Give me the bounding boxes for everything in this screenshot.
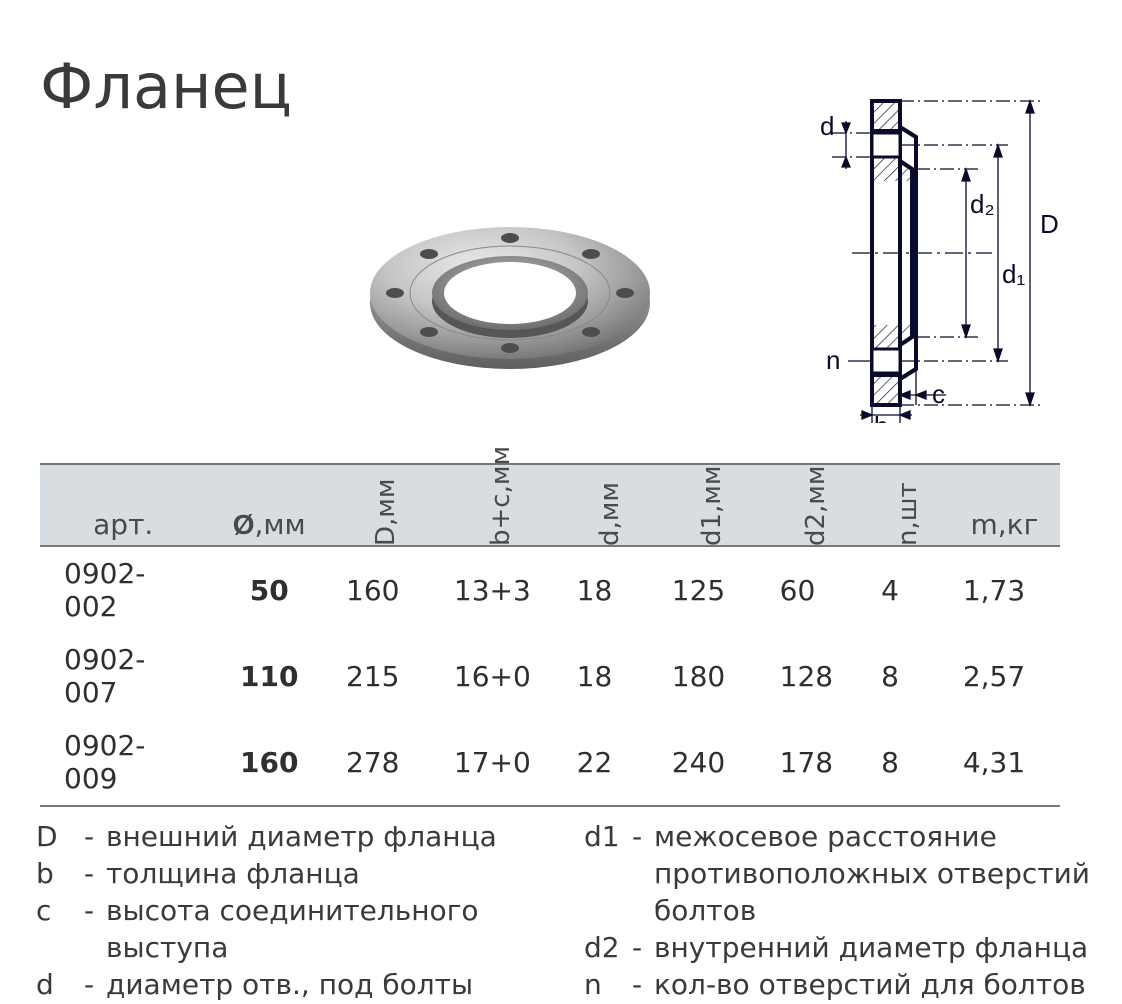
legend-right: d1 - межосевое расстояние противоположны… xyxy=(584,819,1092,1004)
legend-sym: n xyxy=(584,967,632,1004)
cell-d2: 60 xyxy=(766,546,867,633)
cell-m: 4,31 xyxy=(949,719,1060,806)
cell-dia: 50 xyxy=(206,546,332,633)
legend-item: b - толщина фланца xyxy=(36,856,544,893)
legend-left: D - внешний диаметр фланца b - толщина ф… xyxy=(36,819,544,1004)
legend-text: толщина фланца xyxy=(106,856,544,893)
legend-sym: d1 xyxy=(584,819,632,930)
legend-dash: - xyxy=(84,819,106,856)
legend-text: диаметр отв., под болты xyxy=(106,967,544,1004)
legend-dash: - xyxy=(632,819,654,930)
legend-text: кол-во отверстий для болтов xyxy=(654,967,1092,1004)
legend-dash: - xyxy=(632,967,654,1004)
dim-label-d2: d₂ xyxy=(970,189,995,219)
col-dia: Ø,мм xyxy=(206,464,332,546)
dim-label-D: D xyxy=(1040,209,1059,239)
spec-table: арт. Ø,мм D,мм b+c,мм d,мм d1,мм d2,мм n… xyxy=(40,463,1060,807)
cell-art: 0902-009 xyxy=(40,719,206,806)
cell-d1: 240 xyxy=(658,719,766,806)
legend-item: D - внешний диаметр фланца xyxy=(36,819,544,856)
cell-art: 0902-002 xyxy=(40,546,206,633)
legend-sym: d2 xyxy=(584,930,632,967)
legend-text: высота соединительного выступа xyxy=(106,893,544,967)
cell-dia: 160 xyxy=(206,719,332,806)
cell-D: 215 xyxy=(332,633,440,719)
legend-sym: d xyxy=(36,967,84,1004)
col-n: n,шт xyxy=(867,464,949,546)
cell-dia: 110 xyxy=(206,633,332,719)
col-art: арт. xyxy=(40,464,206,546)
legend-item: c - высота соединительного выступа xyxy=(36,893,544,967)
table-row: 0902-009 160 278 17+0 22 240 178 8 4,31 xyxy=(40,719,1060,806)
col-D: D,мм xyxy=(332,464,440,546)
dim-label-d1: d₁ xyxy=(1002,259,1025,289)
legend-dash: - xyxy=(632,930,654,967)
cell-m: 1,73 xyxy=(949,546,1060,633)
cell-d1: 125 xyxy=(658,546,766,633)
legend-item: d - диаметр отв., под болты xyxy=(36,967,544,1004)
flange-schematic: d D d₂ d₁ n b c xyxy=(812,83,1072,423)
table-row: 0902-002 50 160 13+3 18 125 60 4 1,73 xyxy=(40,546,1060,633)
cell-bc: 17+0 xyxy=(440,719,563,806)
cell-d: 18 xyxy=(563,546,658,633)
col-d1: d1,мм xyxy=(658,464,766,546)
cell-d1: 180 xyxy=(658,633,766,719)
legend-dash: - xyxy=(84,893,106,967)
spec-table-header: арт. Ø,мм D,мм b+c,мм d,мм d1,мм d2,мм n… xyxy=(40,464,1060,546)
cell-bc: 16+0 xyxy=(440,633,563,719)
legend-text: межосевое расстояние противоположных отв… xyxy=(654,819,1092,930)
cell-d: 22 xyxy=(563,719,658,806)
cell-n: 4 xyxy=(867,546,949,633)
col-d2: d2,мм xyxy=(766,464,867,546)
legend-item: n - кол-во отверстий для болтов xyxy=(584,967,1092,1004)
dim-label-n: n xyxy=(826,345,840,375)
legend-item: d1 - межосевое расстояние противоположны… xyxy=(584,819,1092,930)
spec-table-body: 0902-002 50 160 13+3 18 125 60 4 1,73 09… xyxy=(40,546,1060,806)
legend-text: внутренний диаметр фланца xyxy=(654,930,1092,967)
legend-text: внешний диаметр фланца xyxy=(106,819,544,856)
legend: D - внешний диаметр фланца b - толщина ф… xyxy=(36,819,1092,1004)
col-bc: b+c,мм xyxy=(440,464,563,546)
cell-d2: 178 xyxy=(766,719,867,806)
cell-d2: 128 xyxy=(766,633,867,719)
legend-item: d2 - внутренний диаметр фланца xyxy=(584,930,1092,967)
col-d: d,мм xyxy=(563,464,658,546)
dim-label-c: c xyxy=(932,379,945,409)
legend-sym: b xyxy=(36,856,84,893)
cell-n: 8 xyxy=(867,719,949,806)
legend-dash: - xyxy=(84,856,106,893)
dim-label-b: b xyxy=(874,411,888,423)
cell-D: 278 xyxy=(332,719,440,806)
legend-sym: D xyxy=(36,819,84,856)
cell-bc: 13+3 xyxy=(440,546,563,633)
dim-label-d: d xyxy=(820,111,834,141)
hero-row: d D d₂ d₁ n b c xyxy=(30,123,1092,463)
cell-art: 0902-007 xyxy=(40,633,206,719)
cell-d: 18 xyxy=(563,633,658,719)
cell-D: 160 xyxy=(332,546,440,633)
cell-m: 2,57 xyxy=(949,633,1060,719)
table-row: 0902-007 110 215 16+0 18 180 128 8 2,57 xyxy=(40,633,1060,719)
legend-dash: - xyxy=(84,967,106,1004)
col-m: m,кг xyxy=(949,464,1060,546)
legend-sym: c xyxy=(36,893,84,967)
cell-n: 8 xyxy=(867,633,949,719)
flange-photo xyxy=(350,153,670,423)
product-sheet: Фланец xyxy=(0,0,1122,945)
